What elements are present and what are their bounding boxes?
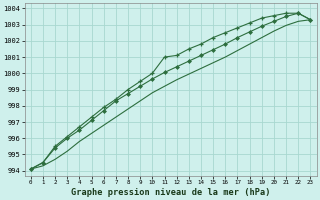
X-axis label: Graphe pression niveau de la mer (hPa): Graphe pression niveau de la mer (hPa) [71, 188, 270, 197]
